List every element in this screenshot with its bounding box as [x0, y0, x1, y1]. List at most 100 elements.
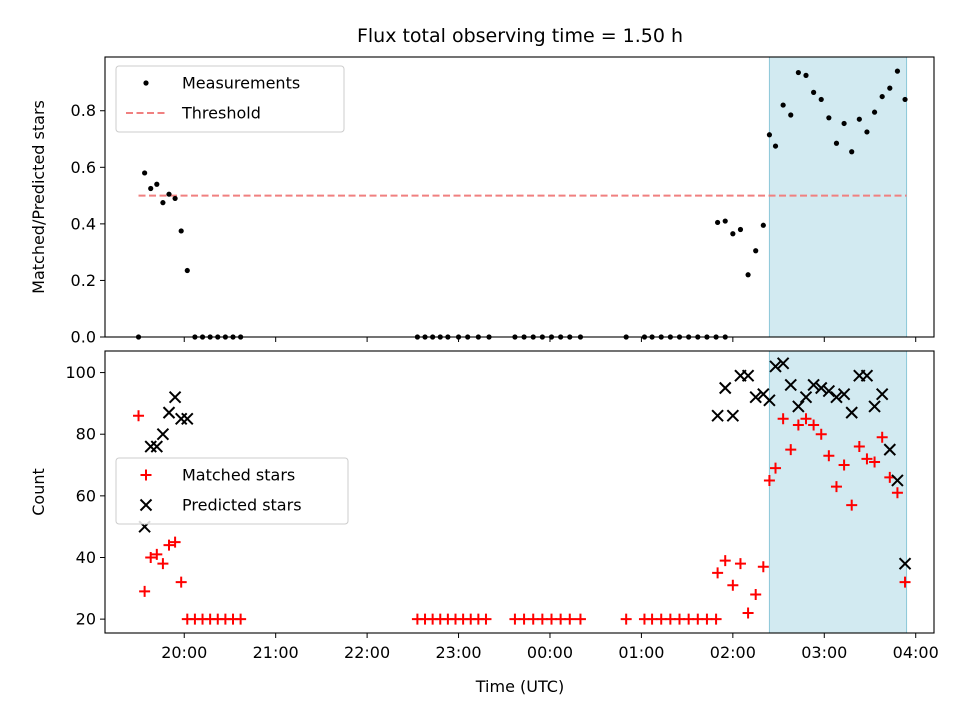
shaded-region: [768, 350, 908, 634]
data-point: [749, 391, 762, 404]
data-point: [788, 112, 794, 118]
data-point: [899, 576, 911, 588]
data-point: [811, 89, 817, 95]
data-point: [722, 218, 728, 224]
legend-label: Predicted stars: [182, 496, 302, 515]
data-point: [763, 474, 775, 486]
series-matched-stars: [133, 410, 911, 625]
legend-label: Matched stars: [182, 466, 295, 485]
data-point: [745, 272, 751, 278]
data-point: [712, 567, 724, 579]
data-point: [785, 444, 797, 456]
data-point: [776, 357, 790, 370]
data-point: [157, 558, 169, 570]
x-tick-label: 20:00: [161, 643, 207, 662]
data-point: [868, 400, 881, 413]
data-point: [160, 200, 166, 206]
x-tick-label: 23:00: [435, 643, 481, 662]
data-point: [166, 191, 172, 197]
data-point: [151, 548, 163, 560]
data-point: [891, 474, 904, 487]
y-axis-label: Matched/Predicted stars: [29, 100, 48, 294]
data-point: [818, 96, 824, 103]
data-point: [856, 116, 862, 122]
data-point: [760, 222, 766, 228]
data-point: [163, 539, 175, 551]
x-tick-label: 04:00: [893, 643, 939, 662]
data-point: [734, 558, 746, 570]
data-point: [837, 387, 851, 401]
data-point: [742, 607, 754, 619]
data-point: [564, 613, 576, 625]
y-tick-label: 0.6: [71, 158, 96, 177]
data-point: [766, 132, 773, 138]
y-tick-label: 0.0: [71, 328, 96, 347]
data-point: [784, 378, 797, 392]
data-point: [741, 369, 755, 382]
legend-marker: [140, 469, 152, 481]
y-axis-label: Count: [29, 468, 48, 516]
data-point: [169, 536, 181, 548]
y-tick-label: 20: [76, 610, 96, 629]
data-point: [184, 267, 190, 274]
data-point: [803, 72, 809, 78]
data-point: [871, 109, 878, 115]
chart-title: Flux total observing time = 1.50 h: [357, 25, 683, 47]
legend-label: Measurements: [182, 74, 300, 93]
data-point: [178, 228, 184, 234]
data-point: [799, 391, 813, 404]
data-point: [727, 579, 739, 591]
data-point: [792, 419, 804, 431]
data-point: [780, 102, 786, 108]
x-tick-label: 02:00: [710, 643, 756, 662]
data-point: [719, 555, 731, 567]
data-point: [876, 431, 888, 443]
legend-box: [115, 457, 349, 525]
data-point: [574, 613, 586, 625]
plot-frame: [104, 56, 935, 338]
legend: Matched stars Predicted stars: [115, 457, 349, 525]
data-point: [902, 96, 908, 103]
data-point: [875, 387, 889, 401]
data-point: [162, 406, 176, 419]
legend-box: [115, 65, 345, 133]
data-point: [715, 219, 721, 226]
legend: Measurements Threshold: [115, 65, 345, 133]
shaded-region: [768, 56, 908, 338]
legend-label: Threshold: [181, 104, 261, 123]
data-point: [172, 195, 178, 202]
data-point: [711, 409, 724, 422]
data-point: [175, 576, 187, 588]
data-point: [800, 413, 812, 425]
panel-2: 20 40 60 80 100 20:00 21:00 22:00 23:00 00:00 01:0…: [29, 350, 939, 662]
legend-marker: [139, 498, 153, 512]
data-point: [737, 226, 744, 233]
data-point: [822, 384, 836, 398]
y-tick-label: 60: [76, 486, 96, 505]
data-point: [830, 391, 843, 404]
data-point: [753, 248, 759, 254]
data-point: [808, 419, 820, 431]
data-point: [770, 462, 782, 474]
data-point: [841, 120, 847, 127]
data-point: [150, 440, 164, 453]
data-point: [142, 170, 148, 176]
x-axis-label: Time (UTC): [475, 677, 564, 696]
data-point: [145, 551, 157, 563]
data-point: [763, 394, 776, 407]
data-point: [860, 369, 874, 382]
y-tick-label: 40: [76, 548, 96, 567]
data-point: [719, 381, 732, 395]
data-point: [480, 613, 492, 625]
data-point: [757, 561, 769, 573]
data-point: [815, 428, 827, 440]
x-tick-label: 00:00: [527, 643, 573, 662]
data-point: [792, 400, 805, 413]
data-point: [853, 441, 865, 453]
y-tick-label: 0.4: [71, 214, 96, 233]
data-point: [769, 360, 782, 373]
data-point: [750, 588, 762, 600]
data-point: [879, 93, 885, 100]
x-tick-label: 03:00: [801, 643, 847, 662]
